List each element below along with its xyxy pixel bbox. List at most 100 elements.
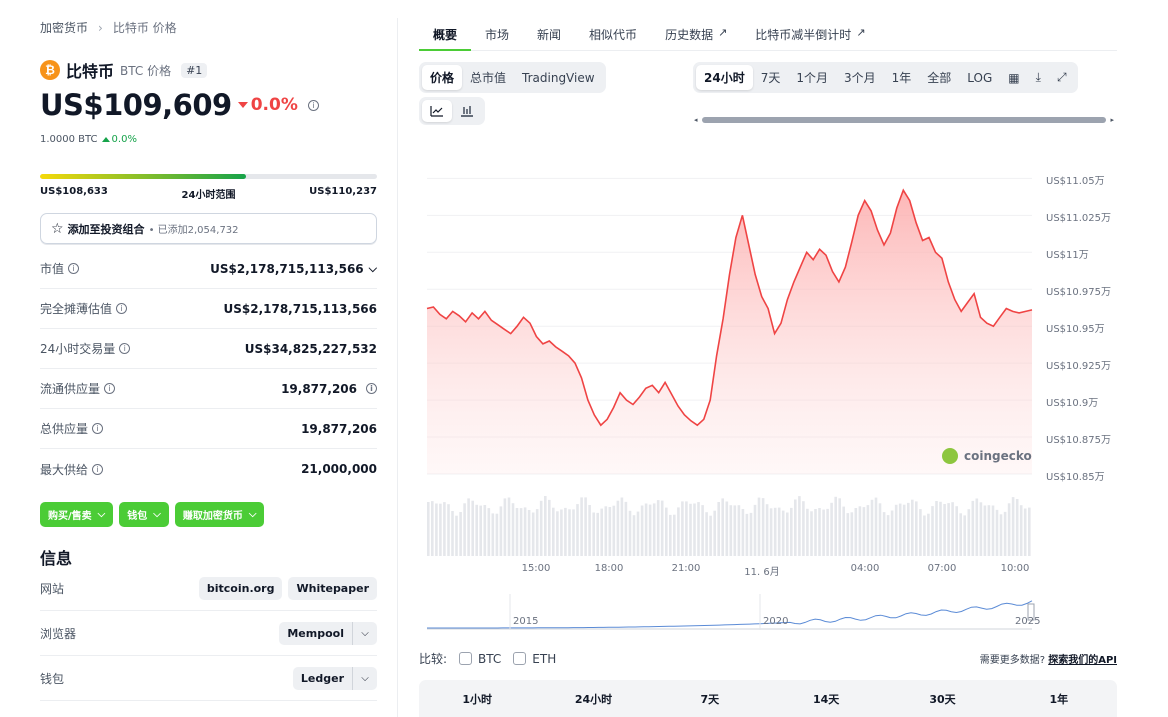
- info-icon[interactable]: i: [92, 423, 104, 434]
- volume-bar: [697, 502, 700, 556]
- stat-row-max-supply: 最大供给 i 21,000,000: [40, 449, 377, 489]
- line-chart-icon[interactable]: [422, 100, 452, 122]
- volume-bar: [830, 502, 833, 556]
- volume-bar: [745, 513, 749, 556]
- period-1h[interactable]: 1小时: [462, 692, 492, 706]
- add-to-portfolio-button[interactable]: ☆ 添加至投资组合 • 已添加2,054,732: [40, 213, 377, 244]
- info-icon[interactable]: i: [92, 463, 104, 475]
- range-24h[interactable]: 24小时: [696, 65, 753, 90]
- tab-news[interactable]: 新闻: [537, 28, 562, 42]
- chevron-down-icon[interactable]: ⌵: [353, 666, 377, 690]
- volume-bar: [822, 509, 825, 556]
- explorer-link[interactable]: Mempool: [279, 621, 353, 645]
- tab-similar-coins[interactable]: 相似代币: [589, 28, 638, 42]
- scroll-right-icon[interactable]: ▸: [1110, 116, 1114, 124]
- volume-bar: [939, 501, 942, 556]
- price-chart[interactable]: [419, 150, 1117, 630]
- price-line: [426, 188, 1033, 427]
- volume-bar: [552, 507, 555, 556]
- mode-price[interactable]: 价格: [422, 65, 463, 90]
- tab-markets[interactable]: 市场: [485, 28, 510, 42]
- range-1y[interactable]: 1年: [891, 71, 912, 85]
- range-high: US$110,237: [309, 186, 377, 197]
- chart-scrollbar[interactable]: ◂ ▸: [694, 116, 1114, 124]
- compare-btc-checkbox[interactable]: [459, 652, 473, 665]
- volume-bar: [890, 510, 894, 556]
- compare-btc-label[interactable]: BTC: [478, 651, 502, 666]
- x-tick-label: 07:00: [927, 563, 957, 574]
- info-icon[interactable]: i: [104, 383, 116, 394]
- y-tick-label: US$11.05万: [1046, 176, 1105, 188]
- candlestick-icon[interactable]: [452, 100, 482, 122]
- volume-bar: [870, 499, 874, 556]
- chevron-down-icon[interactable]: ⌵: [353, 621, 377, 645]
- y-tick-label: US$10.85万: [1046, 472, 1105, 483]
- volume-bar: [907, 502, 910, 556]
- breadcrumb-parent[interactable]: 加密货币: [40, 21, 89, 35]
- info-icon[interactable]: i: [68, 263, 80, 274]
- volume-bar: [729, 505, 733, 556]
- range-1m[interactable]: 1个月: [796, 71, 828, 85]
- range-all[interactable]: 全部: [927, 71, 952, 85]
- info-row-explorer: 浏览器 Mempool ⌵: [40, 611, 377, 656]
- period-30d[interactable]: 30天: [929, 692, 956, 706]
- volume-bar: [640, 505, 644, 556]
- compare-eth-checkbox[interactable]: [513, 652, 527, 665]
- earn-crypto-button[interactable]: 赚取加密货币 ⌵: [174, 502, 265, 527]
- volume-bar: [572, 509, 575, 556]
- buy-sell-button[interactable]: 购买/售卖 ⌵: [40, 502, 114, 527]
- scrollbar-thumb[interactable]: [701, 117, 1107, 123]
- volume-bar: [769, 508, 773, 556]
- period-24h[interactable]: 24小时: [574, 692, 613, 706]
- info-icon[interactable]: i: [116, 303, 128, 314]
- period-14d[interactable]: 14天: [812, 692, 840, 706]
- wallet-label: 钱包: [127, 511, 148, 522]
- compare-eth-label[interactable]: ETH: [532, 651, 557, 666]
- mode-market-cap[interactable]: 总市值: [470, 71, 507, 85]
- info-icon[interactable]: i: [307, 99, 319, 111]
- mode-tradingview[interactable]: TradingView: [522, 70, 595, 85]
- wallet-button[interactable]: 钱包 ⌵: [119, 502, 169, 527]
- chevron-down-icon[interactable]: ⌵: [368, 261, 377, 275]
- wallet-link[interactable]: Ledger: [292, 666, 353, 690]
- range-7d[interactable]: 7天: [760, 71, 781, 85]
- volume-bar: [858, 506, 862, 556]
- stat-row-fdv: 完全摊薄估值 i US$2,178,715,113,566: [40, 289, 377, 329]
- whitepaper-link[interactable]: Whitepaper: [288, 576, 377, 600]
- range-3m[interactable]: 3个月: [843, 71, 876, 85]
- volume-bar: [487, 508, 491, 556]
- info-icon[interactable]: i: [366, 383, 377, 394]
- volume-bar: [709, 515, 712, 556]
- website-link[interactable]: bitcoin.org: [198, 576, 283, 600]
- stats-list: 市值 i US$2,178,715,113,566 ⌵ 完全摊薄估值 i US$2,1…: [40, 249, 377, 489]
- volume-bar: [632, 515, 636, 556]
- range-log[interactable]: LOG: [967, 70, 993, 85]
- expand-icon[interactable]: ⤢: [1056, 70, 1067, 84]
- volume-bar: [656, 500, 660, 556]
- tab-historical-data[interactable]: 历史数据 ↗: [651, 22, 741, 50]
- volume-bar: [995, 509, 999, 556]
- volume-bar: [923, 515, 926, 556]
- api-link[interactable]: 探索我们的API: [1048, 655, 1117, 666]
- volume-bar: [810, 511, 813, 556]
- volume-bar: [971, 500, 975, 556]
- period-1y[interactable]: 1年: [1049, 692, 1069, 706]
- breadcrumb-current: 比特币 价格: [112, 21, 177, 35]
- volume-bar: [701, 505, 704, 556]
- volume-bar: [733, 505, 737, 556]
- info-icon[interactable]: i: [119, 343, 131, 354]
- navigator-handle[interactable]: [1027, 603, 1035, 621]
- navigator-year-label: 2020: [763, 616, 789, 627]
- volume-bar: [539, 500, 543, 556]
- performance-period-tabs: 1小时 24小时 7天 14天 30天 1年: [419, 680, 1117, 717]
- volume-bar: [475, 504, 478, 556]
- scroll-left-icon[interactable]: ◂: [694, 116, 698, 124]
- period-7d[interactable]: 7天: [700, 692, 720, 706]
- tab-overview[interactable]: 概要: [419, 22, 472, 51]
- calendar-icon[interactable]: ▦: [1008, 70, 1020, 85]
- tab-halving-countdown[interactable]: 比特币减半倒计时 ↗: [741, 22, 879, 50]
- coin-name: 比特币: [66, 62, 115, 81]
- download-icon[interactable]: ⤓: [1035, 70, 1041, 84]
- price-area: [427, 190, 1032, 474]
- tab-bar: 概要 市场 新闻 相似代币 历史数据 ↗ 比特币减半倒计时 ↗: [419, 22, 1117, 51]
